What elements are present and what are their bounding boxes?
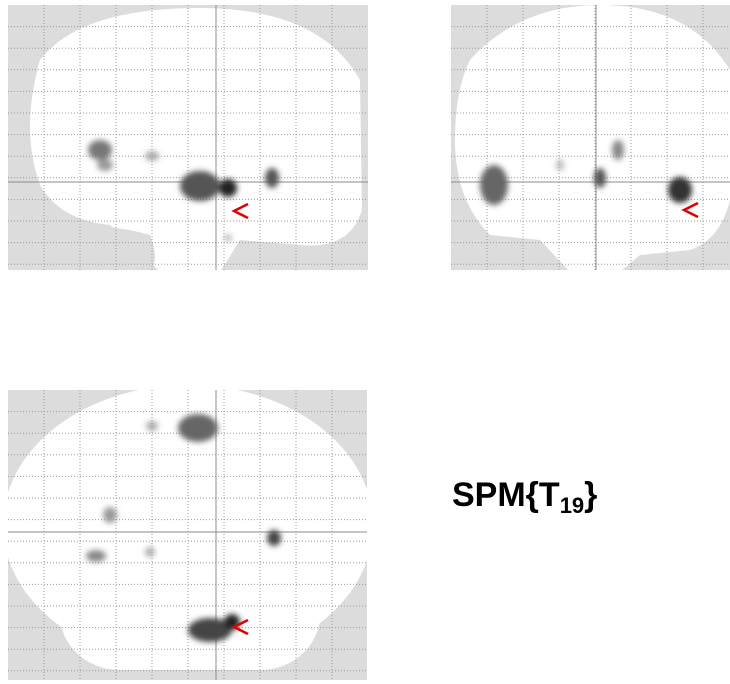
stat-label-close: } [584,476,597,514]
red-arrow [231,618,249,636]
stat-label-main: SPM{T [452,476,560,514]
grid [8,5,368,270]
sagittal-panel [8,5,368,270]
brain-outline [30,8,362,270]
stat-label-subscript: 19 [560,493,584,518]
coronal-panel [451,5,730,270]
brain-outline [60,560,320,670]
activation-blobs [88,140,279,242]
stat-label: SPM{T19} [452,476,597,518]
grid [451,5,730,270]
red-arrow [231,202,249,220]
axial-panel [8,390,367,680]
activation-blobs [480,140,692,205]
red-arrow [681,201,699,219]
brain-outline [455,5,730,270]
activation-blobs [86,414,281,642]
cerebellum-shade [12,226,155,270]
